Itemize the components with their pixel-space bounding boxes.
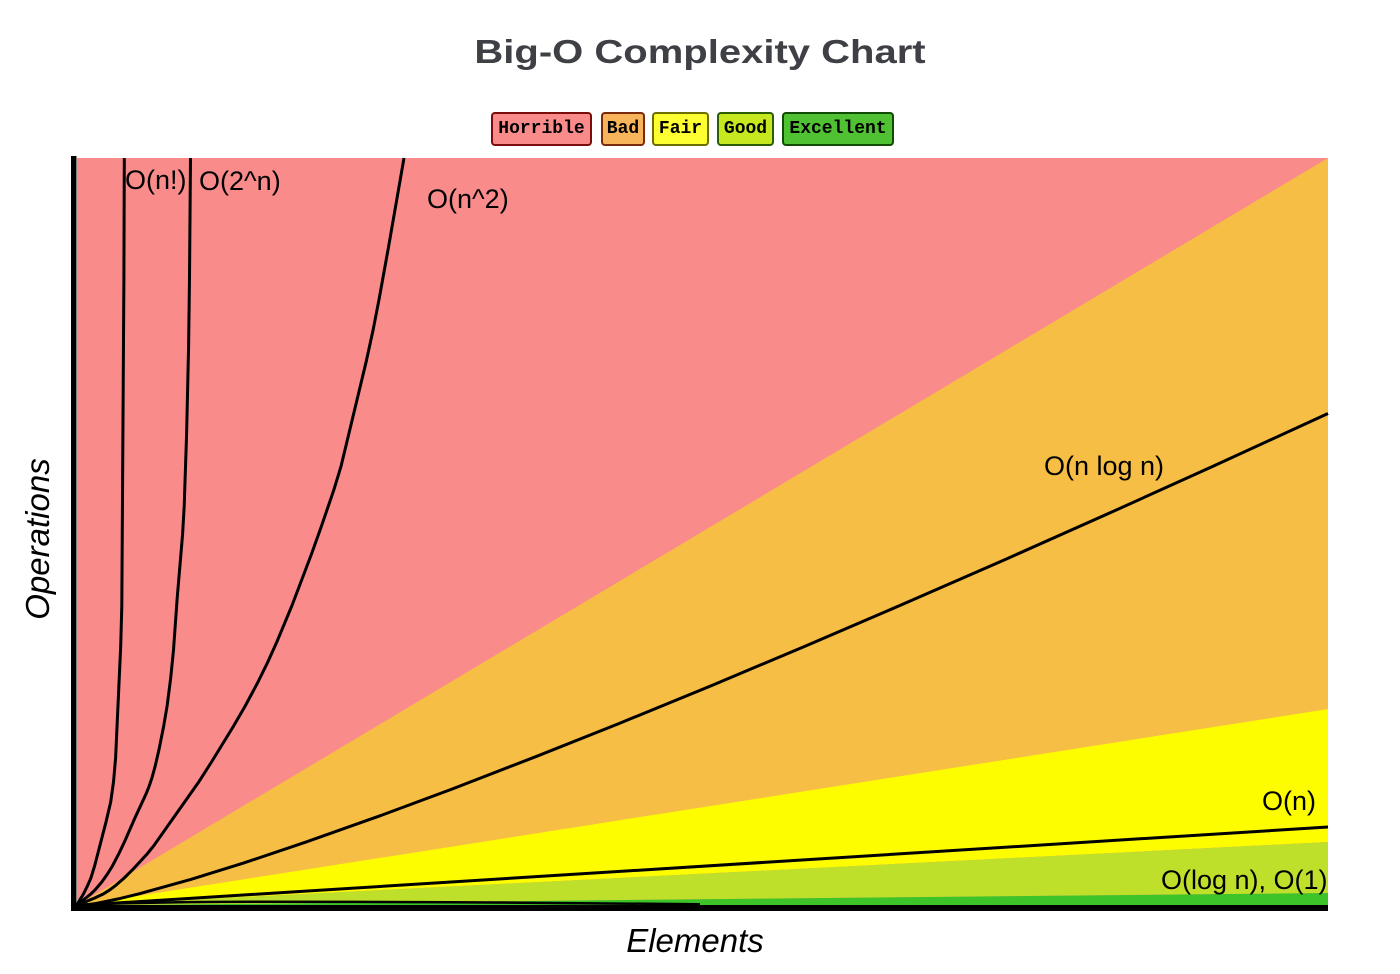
svg-text:O(n^2): O(n^2) (427, 184, 509, 214)
svg-text:O(2^n): O(2^n) (199, 166, 281, 196)
svg-text:O(n log n): O(n log n) (1044, 451, 1164, 481)
svg-text:O(n): O(n) (1262, 786, 1316, 816)
svg-text:O(log n), O(1): O(log n), O(1) (1161, 865, 1328, 895)
svg-text:O(n!): O(n!) (125, 165, 187, 195)
